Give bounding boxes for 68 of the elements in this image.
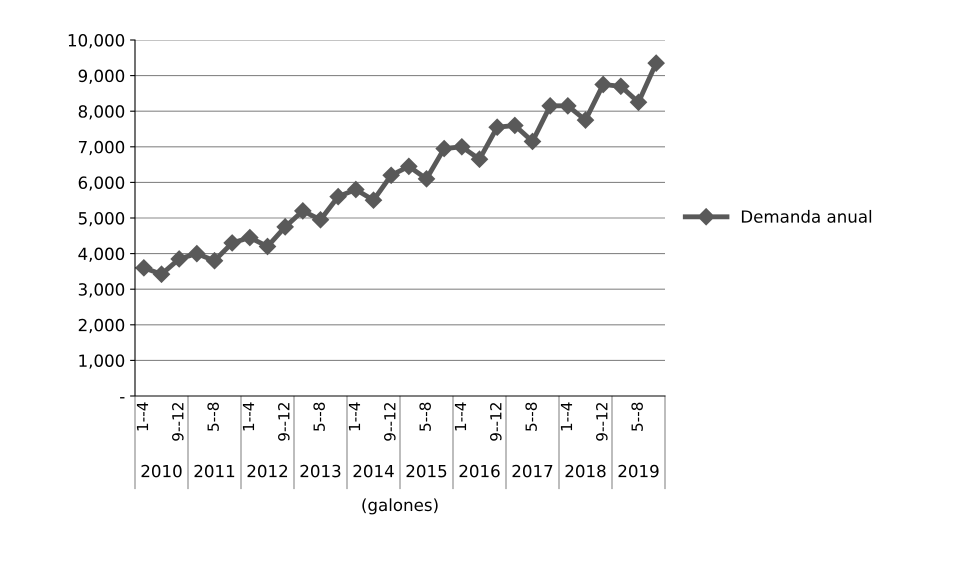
point (470, 150, 488, 168)
point (506, 116, 524, 134)
y-tick-label: 6,000 (78, 176, 124, 191)
point (648, 54, 665, 72)
point (453, 138, 470, 156)
x-tick-label: 5--8 (631, 402, 643, 431)
point (135, 259, 152, 276)
point (594, 76, 612, 94)
text: 2017 (512, 464, 552, 478)
point (576, 112, 594, 129)
legend-label: Demanda anual (742, 210, 872, 223)
point (612, 78, 630, 95)
y-tick-label: - (120, 397, 124, 398)
x-tick-label: 9--12 (384, 403, 396, 441)
point (312, 211, 330, 228)
x-tick-label: 5--8 (525, 402, 537, 431)
text: 2011 (194, 464, 234, 478)
text: 2012 (248, 464, 288, 478)
point (347, 180, 364, 198)
y-tick-label: 1,000 (79, 354, 124, 369)
point (330, 188, 347, 206)
text: 2014 (354, 464, 394, 478)
x-tick-label: 9--12 (278, 403, 290, 441)
point (276, 218, 294, 236)
point (542, 97, 559, 114)
text: 2015 (406, 464, 446, 478)
y-tick-label: 3,000 (78, 283, 124, 298)
point (524, 132, 542, 150)
x-tick-label: 5--8 (207, 402, 219, 431)
y-tick-label: 10,000 (68, 34, 124, 48)
point (382, 166, 400, 184)
point (488, 118, 506, 136)
y-tick-label: 4,000 (78, 248, 124, 262)
text: 2010 (142, 464, 182, 478)
y-tick-label: 7,000 (78, 140, 124, 156)
point (188, 245, 206, 262)
x-tick-label: 1--4 (136, 402, 148, 430)
x-tick-label: 9--12 (596, 403, 608, 441)
x-tick-label: 5--8 (313, 402, 325, 431)
text: 2018 (566, 464, 606, 478)
point (630, 94, 648, 111)
point (436, 140, 453, 158)
y-tick-label: 8,000 (78, 105, 124, 120)
point (364, 192, 382, 209)
point (418, 170, 436, 188)
point (152, 266, 170, 283)
y-tick-label: 5,000 (78, 212, 124, 226)
point (559, 97, 576, 114)
point (170, 250, 188, 268)
point (224, 234, 241, 252)
point (258, 238, 276, 256)
x-tick-label: 9--12 (490, 403, 502, 441)
point (206, 252, 224, 270)
x-tick-label: 1--4 (242, 402, 254, 430)
y-tick-label: 2,000 (78, 318, 124, 334)
point (400, 158, 418, 175)
text: 2019 (618, 464, 659, 478)
text: 2013 (300, 464, 340, 478)
x-tick-label: 1--4 (560, 402, 572, 430)
point (294, 202, 312, 220)
y-tick-label: 9,000 (78, 70, 124, 84)
x-tick-label: 9--12 (172, 403, 184, 441)
x-tick-label: 1--4 (454, 402, 466, 430)
x-tick-label: 5--8 (419, 402, 431, 431)
x-tick-label: 1--4 (348, 402, 360, 430)
point (241, 229, 258, 246)
text: 2016 (460, 464, 500, 478)
x-axis-title: (galones) (362, 498, 438, 514)
